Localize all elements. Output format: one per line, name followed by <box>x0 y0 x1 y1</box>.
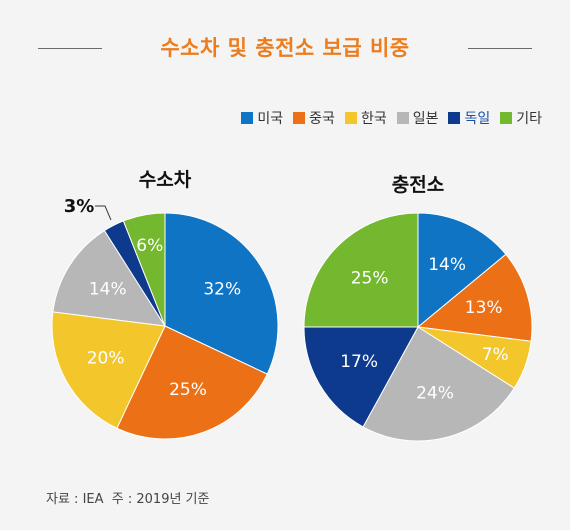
title-rule-left <box>38 48 102 49</box>
slice-label: 32% <box>203 280 241 300</box>
legend-swatch <box>293 112 306 124</box>
legend-item: 중국 <box>293 108 335 128</box>
pie-slice <box>51 311 166 429</box>
slice-label: 20% <box>87 349 125 369</box>
legend-swatch <box>396 112 409 124</box>
legend-label: 미국 <box>257 111 284 127</box>
pie-slice <box>417 212 507 329</box>
leader-line <box>94 205 112 221</box>
title-rule-right <box>468 48 532 49</box>
legend-swatch <box>500 112 513 124</box>
legend-item: 미국 <box>241 108 283 128</box>
pie-slice <box>303 212 419 328</box>
pie-title: 충전소 <box>392 174 444 196</box>
slice-label: 17% <box>340 352 378 372</box>
legend-swatch <box>448 112 461 124</box>
slice-label: 25% <box>169 380 207 400</box>
slice-label: 3% <box>64 196 95 217</box>
legend-label: 기타 <box>516 111 542 127</box>
legend-item: 기타 <box>500 108 542 128</box>
pie-title: 수소차 <box>139 169 192 191</box>
footnote: 자료 : IEA 주 : 2019년 기준 <box>46 492 210 507</box>
pie-slice <box>116 325 268 440</box>
pie-chart-1: 32% 25% 20% 14% 3% 6% 수소차 <box>51 169 279 440</box>
pie-slice <box>164 212 279 375</box>
legend-label: 독일 <box>464 111 491 127</box>
pie-chart-2: 14% 13% 7% 24% 17% 25% 충전소 <box>303 174 533 442</box>
legend-item: 독일 <box>448 108 490 128</box>
chart-title: 수소차 및 충전소 보급 비중 <box>160 36 410 60</box>
slice-label: 13% <box>465 298 503 318</box>
pie-slice <box>52 229 166 327</box>
legend-label: 중국 <box>309 111 335 127</box>
slice-label: 6% <box>136 236 163 256</box>
pie-slice <box>362 326 515 442</box>
legend-swatch <box>241 112 254 124</box>
legend: 미국 중국 한국 일본 독일 기타 <box>241 108 542 128</box>
legend-swatch <box>344 112 357 124</box>
legend-label: 한국 <box>360 111 387 127</box>
pie-slice <box>303 326 419 428</box>
pie-slice <box>416 253 533 342</box>
pie-slice <box>122 212 166 327</box>
legend-item: 일본 <box>396 108 439 128</box>
slice-label: 7% <box>482 345 509 365</box>
slice-label: 14% <box>89 280 127 300</box>
legend-label: 일본 <box>412 111 439 127</box>
slice-label: 14% <box>428 255 466 275</box>
legend-item: 한국 <box>344 108 387 128</box>
slice-label: 25% <box>351 269 389 289</box>
slice-label: 24% <box>416 383 454 403</box>
